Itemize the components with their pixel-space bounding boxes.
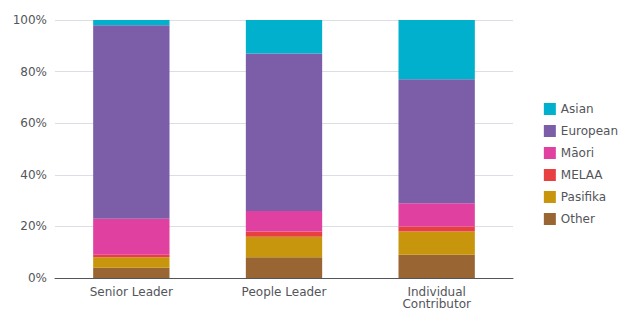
svg-text:Individual: Individual (407, 285, 466, 299)
svg-text:0%: 0% (28, 271, 47, 285)
svg-text:MELAA: MELAA (561, 168, 603, 182)
svg-text:80%: 80% (20, 65, 47, 79)
svg-text:20%: 20% (20, 219, 47, 233)
svg-text:100%: 100% (13, 13, 47, 27)
svg-text:60%: 60% (20, 116, 47, 130)
svg-text:People Leader: People Leader (242, 285, 327, 299)
svg-text:Pasifika: Pasifika (561, 190, 606, 204)
svg-text:Māori: Māori (561, 146, 594, 160)
svg-text:Other: Other (561, 212, 595, 226)
svg-text:European: European (561, 124, 618, 138)
svg-text:Asian: Asian (561, 102, 594, 116)
svg-text:Senior Leader: Senior Leader (90, 285, 173, 299)
svg-text:Contributor: Contributor (402, 297, 471, 311)
svg-text:40%: 40% (20, 168, 47, 182)
